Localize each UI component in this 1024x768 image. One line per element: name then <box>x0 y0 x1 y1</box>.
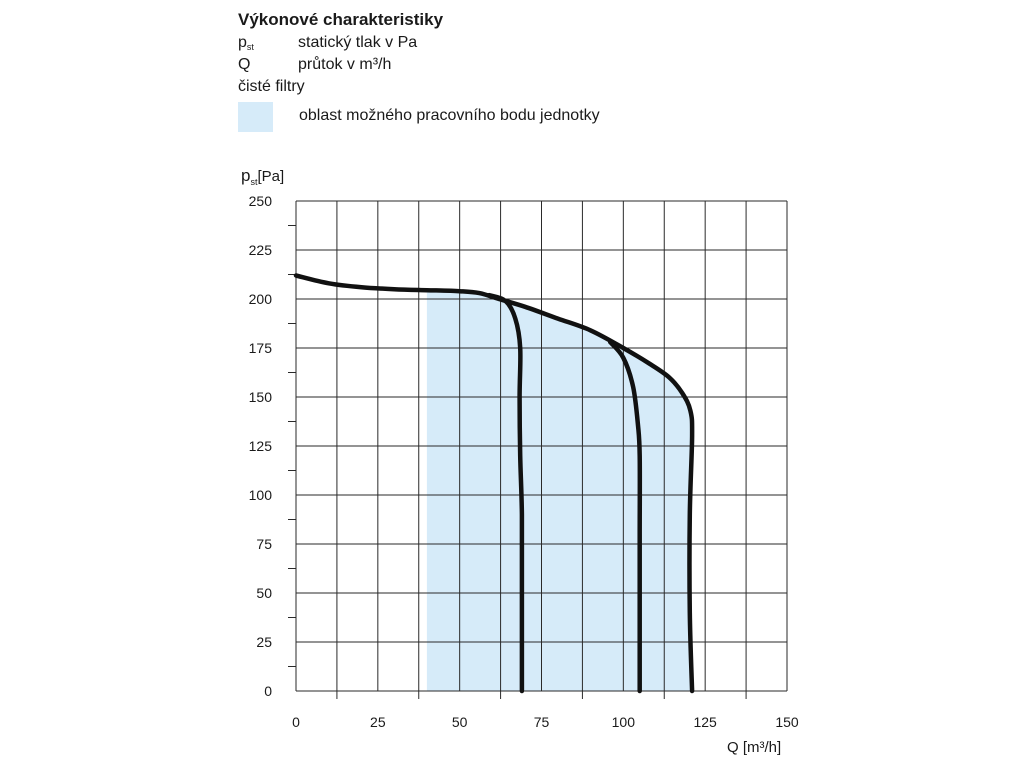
x-tick-label: 0 <box>292 714 300 730</box>
grid-layer <box>288 200 788 699</box>
y-axis-title-sub: st <box>250 177 258 187</box>
y-tick-label: 150 <box>249 389 273 405</box>
x-tick-label: 50 <box>452 714 468 730</box>
legend-symbol-pst: pst <box>238 34 254 52</box>
operating-region <box>426 290 693 691</box>
legend: Výkonové charakteristiky pst statický tl… <box>238 8 738 138</box>
y-axis-title: pst[Pa] <box>241 166 284 187</box>
legend-desc-q: průtok v m³/h <box>298 56 392 73</box>
y-tick-label: 125 <box>249 438 273 454</box>
x-tick-label: 25 <box>370 714 386 730</box>
performance-curve-3 <box>607 339 643 694</box>
x-tick-label: 100 <box>612 714 636 730</box>
legend-desc-pst: statický tlak v Pa <box>298 34 418 51</box>
y-tick-label: 225 <box>249 242 273 258</box>
y-tick-label: 25 <box>256 634 272 650</box>
y-tick-label: 50 <box>256 585 272 601</box>
y-tick-label: 175 <box>249 340 273 356</box>
legend-area-label: oblast možného pracovního bodu jednotky <box>299 107 600 124</box>
legend-symbol-q: Q <box>238 56 250 74</box>
y-tick-label: 0 <box>264 683 272 699</box>
y-tick-label: 100 <box>249 487 273 503</box>
legend-symbol-q-main: Q <box>238 56 251 73</box>
performance-curve-1 <box>293 273 695 694</box>
y-tick-label: 200 <box>249 291 273 307</box>
operating-region-layer <box>426 290 693 691</box>
legend-symbol-pst-main: p <box>238 34 247 51</box>
legend-area-swatch <box>238 102 273 132</box>
curve-layer <box>293 273 695 694</box>
y-axis-title-main: p <box>241 166 250 185</box>
x-tick-label: 150 <box>775 714 799 730</box>
x-tick-label: 75 <box>534 714 550 730</box>
legend-title: Výkonové charakteristiky <box>238 10 444 29</box>
y-tick-label: 250 <box>249 193 273 209</box>
tick-label-layer: 0 25 50 75 100 125 150 175 200 225 250 0 25 50 75 100 12… <box>249 193 799 730</box>
legend-note: čisté filtry <box>238 78 305 95</box>
performance-curve-2 <box>486 292 525 694</box>
x-tick-label: 125 <box>693 714 717 730</box>
x-axis-title: Q [m³/h] <box>727 739 781 756</box>
y-tick-label: 75 <box>256 536 272 552</box>
legend-symbol-pst-sub: st <box>246 42 254 52</box>
y-axis-title-unit: [Pa] <box>257 168 284 185</box>
